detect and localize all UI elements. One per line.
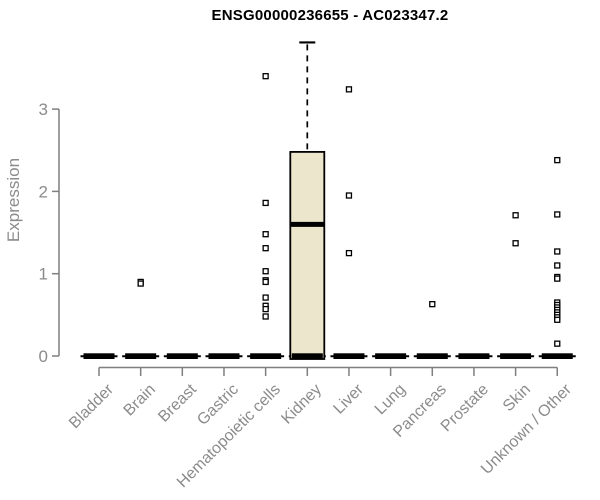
outlier-point [512, 212, 519, 219]
outlier-point [137, 280, 144, 287]
outlier-point [262, 294, 269, 301]
outlier-point [262, 231, 269, 238]
outlier-point [262, 245, 269, 252]
outlier-point [554, 211, 561, 218]
outlier-point [262, 278, 269, 286]
zero-bar [208, 353, 240, 359]
y-tick-label: 1 [39, 265, 48, 284]
zero-bar [83, 353, 115, 359]
zero-bar [541, 353, 573, 359]
y-tick-label: 2 [39, 182, 48, 201]
y-tick-label: 3 [39, 100, 48, 119]
outlier-point [554, 156, 561, 164]
outlier-point [345, 249, 353, 257]
zero-bar [125, 353, 157, 359]
outlier-point [262, 268, 269, 275]
outlier-point [262, 313, 269, 320]
zero-bar [291, 353, 323, 359]
outlier-point [554, 316, 561, 323]
outlier-point [345, 192, 353, 199]
y-tick-label: 0 [39, 347, 48, 366]
zero-bar [333, 353, 365, 359]
zero-bar [250, 353, 282, 359]
outlier-point [262, 305, 269, 313]
outlier-point [554, 340, 561, 347]
zero-bar [166, 353, 198, 359]
outlier-point [345, 86, 353, 93]
zero-bar [500, 353, 532, 359]
outlier-point [262, 73, 269, 80]
zero-bar [375, 353, 407, 359]
outlier-point [512, 240, 519, 247]
outlier-point [262, 199, 269, 207]
chart-title: ENSG00000236655 - AC023347.2 [211, 7, 449, 24]
outlier-point [554, 275, 561, 282]
zero-bar [458, 353, 490, 359]
outlier-point [429, 301, 436, 308]
outlier-point [554, 248, 561, 255]
box [289, 150, 326, 360]
outlier-point [554, 262, 561, 269]
zero-bar [416, 353, 448, 359]
